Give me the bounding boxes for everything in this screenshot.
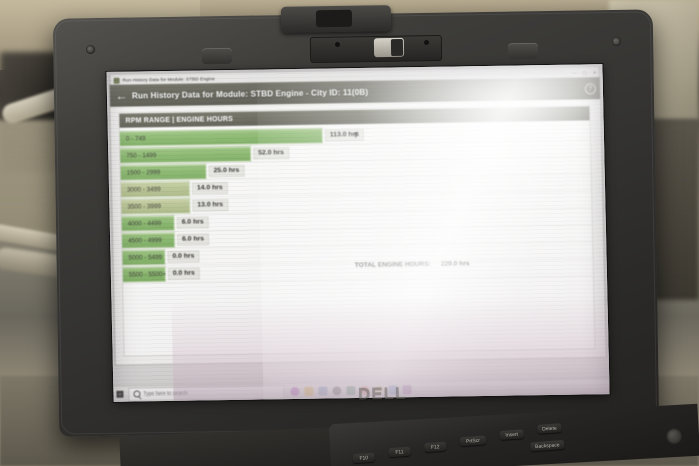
- rpm-hours-card: RPM RANGE | ENGINE HOURS 0 - 749 113.0 hr…: [118, 105, 596, 357]
- total-engine-hours-label: TOTAL ENGINE HOURS:: [354, 260, 431, 270]
- bar-2: 750 - 1499: [120, 145, 252, 164]
- windows-icon: [116, 390, 124, 398]
- bar-6: 4000 - 4499: [121, 214, 175, 232]
- bar-category-label: 3000 - 3499: [126, 185, 161, 194]
- application-window: Run History Data for Module: STBD Engine…: [108, 66, 607, 366]
- windows-desktop: Run History Data for Module: STBD Engine…: [106, 64, 610, 402]
- bar-7: 4500 - 4999: [121, 231, 176, 249]
- bar-3: 1500 - 2999: [120, 163, 207, 181]
- key-insert[interactable]: Insert: [499, 429, 524, 441]
- bar-value-label: 14.0 hrs: [191, 181, 228, 195]
- bar-category-label: 0 - 749: [125, 134, 146, 143]
- bar-value-label: 0.0 hrs: [167, 250, 200, 264]
- bar-4: 3000 - 3499: [120, 180, 191, 198]
- bar-1: 0 - 749: [119, 127, 324, 147]
- page-title: Run History Data for Module: STBD Engine…: [131, 87, 369, 101]
- lid-latch-left: [201, 47, 233, 65]
- app-icon: [113, 77, 120, 84]
- key-f10[interactable]: F10: [352, 452, 376, 464]
- total-engine-hours-value: 229.0 hrs: [440, 260, 470, 268]
- laptop-screen: Run History Data for Module: STBD Engine…: [106, 64, 610, 402]
- bar-category-label: 1500 - 2999: [126, 168, 161, 177]
- bar-8: 5000 - 5499: [122, 249, 166, 266]
- search-placeholder: Type here to search: [143, 390, 188, 397]
- cortana-icon[interactable]: [290, 386, 300, 397]
- back-arrow-icon[interactable]: ←: [115, 88, 128, 103]
- bar-value-label: 6.0 hrs: [176, 215, 209, 230]
- rpm-range-bar-chart: 0 - 749 113.0 hrs 750 - 1499 52.0 hrs 1500 -…: [119, 120, 595, 355]
- bezel-screw-left: [86, 45, 95, 54]
- key-delete[interactable]: Delete: [537, 423, 562, 434]
- webcam-lens: [335, 42, 340, 47]
- bar-category-label: 3500 - 3999: [127, 202, 162, 211]
- mail-icon[interactable]: [318, 386, 328, 396]
- close-button[interactable]: ✕: [592, 69, 597, 75]
- bar-category-label: 4500 - 4999: [128, 236, 162, 245]
- webcam-sensor: [424, 40, 429, 45]
- search-input[interactable]: Type here to search: [128, 384, 285, 402]
- key-backspace[interactable]: Backspace: [530, 439, 565, 452]
- search-icon: [133, 390, 141, 398]
- key-f12[interactable]: F12: [423, 441, 447, 453]
- bar-category-label: 750 - 1499: [126, 151, 157, 160]
- bar-category-label: 4000 - 4499: [127, 219, 162, 228]
- bar-9: 5500 - 5500+: [122, 266, 167, 283]
- excel-icon[interactable]: [346, 386, 356, 396]
- card-header-label: RPM RANGE | ENGINE HOURS: [125, 115, 234, 125]
- bar-value-label: 13.0 hrs: [192, 198, 229, 212]
- maximize-button[interactable]: ▢: [582, 69, 587, 75]
- key-prtscr[interactable]: PrtScr: [459, 435, 487, 447]
- media-icon[interactable]: [332, 386, 342, 396]
- help-icon[interactable]: ?: [584, 83, 597, 95]
- minimize-button[interactable]: —: [571, 70, 577, 76]
- file-explorer-icon[interactable]: [304, 386, 314, 396]
- key-f11[interactable]: F11: [388, 446, 411, 458]
- start-button[interactable]: [113, 387, 126, 402]
- dell-logo: DELL: [357, 383, 407, 404]
- bar-category-label: 5000 - 5499: [128, 253, 163, 262]
- bar-5: 3500 - 3999: [121, 197, 191, 215]
- bar-value-label: 25.0 hrs: [208, 164, 245, 178]
- window-title-text: Run History Data for Module: STBD Engine: [122, 76, 215, 83]
- bar-value-label: 6.0 hrs: [176, 232, 210, 247]
- lid-latch-right: [507, 42, 539, 60]
- bar-value-label: 52.0 hrs: [253, 146, 290, 161]
- webcam-shutter-knob: [390, 38, 404, 57]
- bar-value-label: 0.0 hrs: [167, 267, 200, 281]
- bar-category-label: 5500 - 5500+: [128, 270, 167, 279]
- bezel-screw-right: [612, 37, 621, 46]
- hinge-notch: [315, 9, 353, 28]
- app-content: RPM RANGE | ENGINE HOURS 0 - 749 113.0 hr…: [110, 99, 606, 365]
